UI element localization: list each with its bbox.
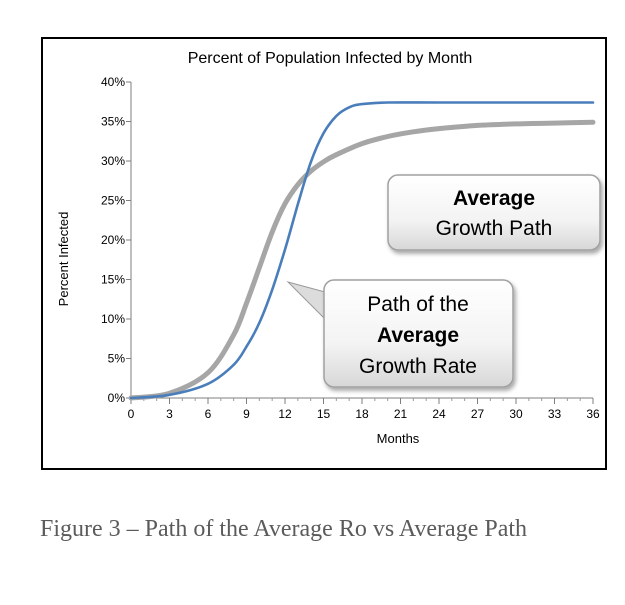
y-tick-label: 40% [101, 75, 125, 89]
x-tick-label: 0 [128, 407, 135, 421]
y-tick-label: 5% [108, 352, 126, 366]
callout-box [387, 174, 601, 251]
x-tick-label: 15 [317, 407, 331, 421]
callout-pointer [286, 281, 326, 321]
y-axis-title: Percent Infected [56, 212, 71, 307]
chart: Percent of Population Infected by Month … [56, 50, 601, 446]
y-tick-label: 0% [108, 391, 126, 405]
y-tick-label: 30% [101, 154, 125, 168]
x-tick-label: 6 [205, 407, 212, 421]
series-line-path-of-average-growth-rate [129, 101, 595, 400]
y-tick-label: 20% [101, 233, 125, 247]
callout-line: Growth Path [436, 217, 553, 240]
series-group [128, 101, 596, 401]
series-line-average-growth-path [128, 119, 596, 401]
x-tick-label: 36 [586, 407, 600, 421]
x-tick-label: 18 [355, 407, 369, 421]
callout-path-of-average-growth-rate: Path of the Average Growth Rate [286, 279, 514, 388]
x-tick-label: 24 [432, 407, 446, 421]
x-tick-label: 3 [166, 407, 173, 421]
callout-line: Average [377, 324, 459, 347]
callout-box [323, 279, 514, 388]
y-tick-label: 15% [101, 273, 125, 287]
x-tick-label: 9 [243, 407, 250, 421]
callout-average-growth-path: Average Growth Path [387, 174, 601, 251]
x-tick-label: 33 [548, 407, 562, 421]
y-tick-label: 10% [101, 312, 125, 326]
callout-line: Average [453, 187, 535, 210]
x-tick-label: 21 [394, 407, 408, 421]
callout-line: Growth Rate [359, 355, 477, 378]
x-axis-title: Months [377, 431, 420, 446]
x-tick-label: 30 [509, 407, 523, 421]
figure-caption: Figure 3 – Path of the Average Ro vs Ave… [40, 516, 528, 542]
x-tick-label: 12 [278, 407, 292, 421]
callout-line: Path of the [367, 293, 469, 316]
y-tick-label: 35% [101, 115, 125, 129]
x-tick-label: 27 [471, 407, 485, 421]
chart-title: Percent of Population Infected by Month [188, 50, 473, 67]
axis-ticks: 0%5%10%15%20%25%30%35%40%0 3 6 9 12 15 18 21 24 2… [101, 75, 600, 421]
chart-frame: Percent of Population Infected by Month … [41, 37, 607, 470]
y-tick-label: 25% [101, 194, 125, 208]
